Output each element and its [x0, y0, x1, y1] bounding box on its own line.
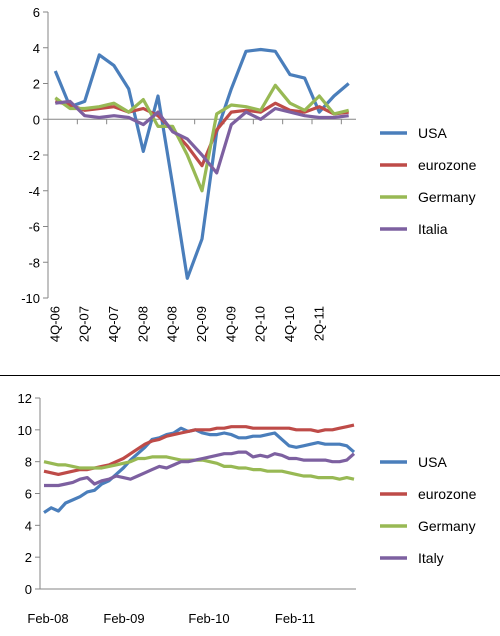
- panel-separator: [0, 375, 500, 376]
- y-tick-label: -6: [28, 220, 40, 235]
- x-tick-label: 4Q-08: [165, 306, 180, 342]
- y-tick-label: 12: [18, 391, 32, 406]
- y-tick-label: 0: [25, 582, 32, 597]
- gdp-growth-chart: 6 4 2 0 -2 -4 -6 -8 -10 4Q-06 2Q-07 4Q-07 2Q-08 4Q-08…: [21, 5, 477, 342]
- y-tick-label: -4: [28, 184, 40, 199]
- series-line-eurozone: [54, 99, 349, 168]
- series-line-germany: [54, 83, 350, 193]
- x-tick-label: 2Q-08: [135, 306, 150, 342]
- x-tick-label: 4Q-10: [282, 306, 297, 342]
- x-tick-label: Feb-11: [275, 611, 315, 626]
- y-tick-label: 4: [25, 518, 32, 533]
- x-tick-label: Feb-09: [103, 611, 144, 626]
- y-tick-label: -10: [21, 291, 40, 306]
- series-line-usa: [53, 47, 350, 280]
- series-line-usa: [43, 426, 356, 514]
- legend-label: eurozone: [418, 486, 477, 502]
- unemployment-chart: 12 10 8 6 4 2 0 Feb-08 Feb-09 Feb-10 Feb-11 USA euro…: [18, 391, 477, 626]
- y-tick-label: -8: [28, 255, 40, 270]
- x-tick-label: 4Q-07: [106, 306, 121, 342]
- series-line-italy: [44, 450, 356, 488]
- legend-label: eurozone: [418, 157, 477, 173]
- y-tick-label: 6: [33, 5, 40, 20]
- legend-label: USA: [418, 125, 447, 141]
- x-tick-label: Feb-08: [27, 611, 68, 626]
- legend-label: Germany: [418, 189, 476, 205]
- y-tick-label: 4: [33, 41, 40, 56]
- legend-label: Italia: [418, 221, 448, 237]
- y-tick-label: 0: [33, 112, 40, 127]
- y-tick-label: 6: [25, 487, 32, 502]
- y-tick-label: -2: [28, 148, 40, 163]
- x-tick-label: 4Q-09: [223, 306, 238, 342]
- x-tick-label: 2Q-10: [253, 306, 268, 342]
- x-tick-label: 4Q-06: [47, 306, 62, 342]
- x-tick-label: 2Q-07: [77, 306, 92, 342]
- x-tick-label: 2Q-09: [194, 306, 209, 342]
- y-tick-label: 2: [25, 550, 32, 565]
- x-tick-label: 2Q-11: [311, 306, 326, 341]
- y-tick-label: 10: [18, 423, 32, 438]
- legend-label: Italy: [418, 550, 444, 566]
- y-tick-label: 8: [25, 455, 32, 470]
- y-tick-label: 2: [33, 77, 40, 92]
- legend-label: Germany: [418, 518, 476, 534]
- series-line-italia: [55, 99, 349, 175]
- x-tick-label: Feb-10: [188, 611, 229, 626]
- legend-label: USA: [418, 454, 447, 470]
